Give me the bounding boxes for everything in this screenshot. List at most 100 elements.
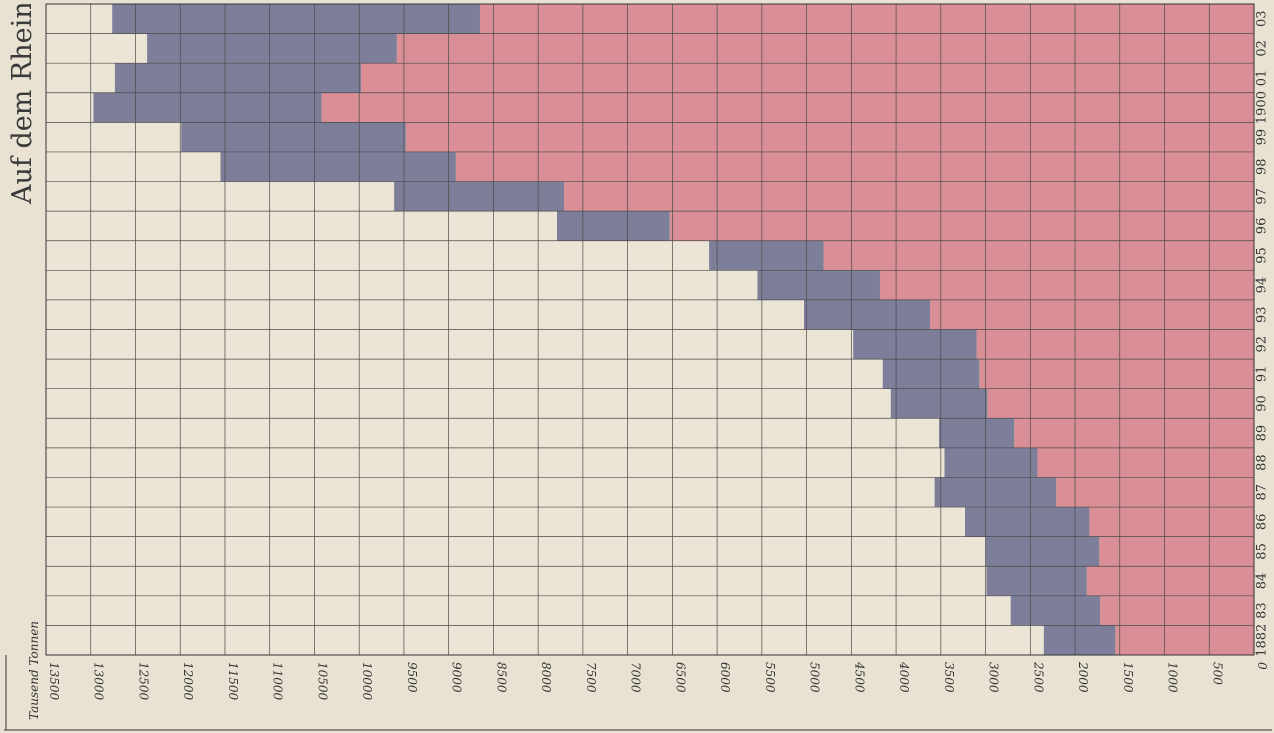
y-tick-label: 92 <box>1255 336 1270 353</box>
bar-segment-83-s3 <box>989 595 1011 626</box>
y-tick-label: 85 <box>1255 543 1270 560</box>
bar-segment-96-s1 <box>669 211 1254 241</box>
x-tick-label: 7000 <box>629 662 643 693</box>
x-tick-label: 9500 <box>405 662 419 693</box>
x-tick-label: 1000 <box>1166 662 1180 693</box>
bar-segment-87-s2 <box>934 477 1057 508</box>
bar-segment-98-s2 <box>220 151 456 182</box>
bar-segment-95-s3 <box>667 240 710 271</box>
bar-segment-86-s2 <box>964 507 1090 537</box>
bars-layer <box>93 4 1254 655</box>
x-tick-label: 12500 <box>136 662 150 701</box>
bar-segment-90-s3 <box>858 388 891 419</box>
y-tick-labels: 1882 83 84 85 86 87 88 89 90 91 92 93 94 95 96 97 98 99 19… <box>1255 11 1270 657</box>
y-tick-label: 01 <box>1255 70 1270 87</box>
x-tick-label: 3500 <box>942 662 956 693</box>
bar-segment-93-s3 <box>729 299 804 330</box>
x-tick-label: 10000 <box>360 662 374 701</box>
x-tick-label: 5000 <box>808 662 822 693</box>
grid-layer <box>45 3 1255 656</box>
x-tick-label: 8000 <box>539 662 553 693</box>
bar-segment-03-s1 <box>479 4 1254 34</box>
y-tick-label: 91 <box>1255 366 1270 383</box>
bar-segment-97-s3 <box>352 181 395 212</box>
y-tick-label: 84 <box>1255 573 1270 590</box>
bar-segment-85-s1 <box>1099 536 1254 567</box>
bar-segment-87-s1 <box>1056 477 1254 508</box>
bar-segment-01-s1 <box>360 63 1254 93</box>
bar-segment-94-s1 <box>879 270 1254 300</box>
bar-segment-1882-s2 <box>1043 625 1116 655</box>
x-tick-label: 13000 <box>92 662 106 701</box>
bar-segment-1900-s1 <box>321 92 1254 123</box>
bar-segment-89-s1 <box>1014 418 1254 448</box>
bar-segment-91-s2 <box>882 359 980 389</box>
y-tick-label: 95 <box>1255 247 1270 264</box>
x-tick-label: 6000 <box>718 662 732 693</box>
x-tick-label: 11500 <box>226 662 240 701</box>
bar-segment-98-s1 <box>455 151 1254 182</box>
bar-segment-86-s1 <box>1089 507 1254 537</box>
bar-segment-87-s3 <box>913 477 935 508</box>
x-tick-label: 500 <box>1210 662 1224 685</box>
bar-segment-92-s3 <box>800 329 854 360</box>
bar-segment-88-s2 <box>944 447 1038 478</box>
bar-segment-96-s3 <box>363 211 557 241</box>
y-tick-label: 02 <box>1255 40 1270 57</box>
bar-segment-89-s3 <box>909 418 940 448</box>
bar-segment-94-s3 <box>686 270 758 300</box>
bar-segment-90-s1 <box>987 388 1254 419</box>
bar-segment-85-s2 <box>985 536 1100 567</box>
x-tick-label: 2000 <box>1076 661 1090 693</box>
x-tick-label: 3000 <box>987 662 1001 693</box>
chart-title: Auf dem Rhein <box>2 1 42 210</box>
x-tick-label: 4500 <box>852 661 866 693</box>
bar-segment-97-s1 <box>564 181 1254 212</box>
x-tick-label: 11000 <box>271 662 285 701</box>
bar-segment-84-s3 <box>969 566 987 596</box>
bar-segment-1900-s2 <box>93 92 322 123</box>
x-axis-label-group: Tausend Tonnen <box>27 621 41 720</box>
y-tick-label: 90 <box>1255 395 1270 412</box>
bar-segment-91-s3 <box>837 359 883 389</box>
x-tick-label: 10500 <box>315 662 329 701</box>
y-tick-label: 86 <box>1255 514 1270 531</box>
bar-segment-99-s3 <box>140 122 182 152</box>
y-tick-label: 97 <box>1255 188 1270 205</box>
y-tick-label: 1882 <box>1255 624 1270 657</box>
bar-segment-03-s2 <box>112 4 480 34</box>
bar-segment-99-s1 <box>405 122 1254 152</box>
chart-title-text: Auf dem Rhein <box>7 4 38 205</box>
y-tick-label: 88 <box>1255 454 1270 471</box>
y-tick-label: 96 <box>1255 218 1270 235</box>
x-tick-label: 2500 <box>1031 661 1045 693</box>
x-tick-label: 12000 <box>181 662 195 701</box>
bar-segment-02-s1 <box>396 33 1254 64</box>
x-tick-label: 4000 <box>897 661 911 693</box>
bar-segment-83-s2 <box>1010 595 1101 626</box>
bar-segment-86-s3 <box>948 507 965 537</box>
bar-segment-83-s1 <box>1100 595 1254 626</box>
y-tick-label: 89 <box>1255 425 1270 442</box>
x-tick-label: 13500 <box>47 662 61 701</box>
bar-segment-1882-s3 <box>991 625 1044 655</box>
x-tick-label: 5500 <box>763 662 777 693</box>
bar-segment-94-s2 <box>757 270 880 300</box>
y-tick-label: 99 <box>1255 129 1270 146</box>
bar-segment-88-s1 <box>1037 447 1254 478</box>
bar-segment-96-s2 <box>556 211 670 241</box>
bar-segment-85-s3 <box>965 536 986 567</box>
bar-segment-01-s2 <box>114 63 361 93</box>
bar-segment-93-s2 <box>803 299 931 330</box>
bar-segment-98-s3 <box>190 151 221 182</box>
bar-segment-92-s2 <box>853 329 977 360</box>
bar-segment-84-s2 <box>986 566 1087 596</box>
x-tick-label: 6500 <box>673 662 687 693</box>
bar-segment-88-s3 <box>931 447 945 478</box>
y-tick-label: 83 <box>1255 602 1270 619</box>
bar-segment-95-s2 <box>709 240 824 271</box>
bar-segment-92-s1 <box>976 329 1254 360</box>
x-tick-labels: 13500 13000 12500 12000 11500 11000 10500 10000… <box>47 661 1269 701</box>
bar-segment-84-s1 <box>1086 566 1254 596</box>
